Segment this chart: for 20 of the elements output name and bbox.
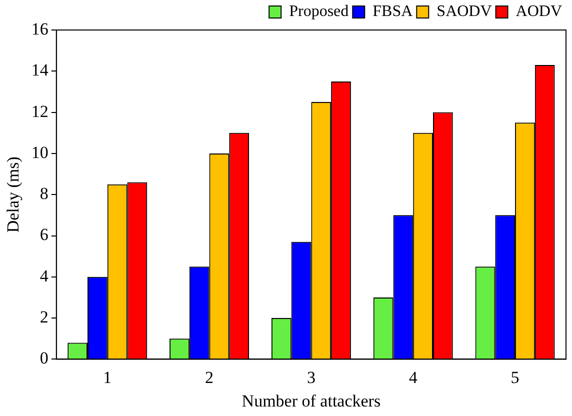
legend-label: AODV [516,3,562,20]
y-tick-label: 0 [40,348,48,368]
y-tick-label: 12 [31,102,48,121]
legend-label: SAODV [436,3,492,20]
y-tick-label: 2 [40,308,48,327]
x-tick-label: 3 [306,368,316,387]
legend-label: Proposed [289,3,349,20]
y-axis-title: Delay (ms) [4,156,23,233]
x-axis-title: Number of attackers [242,391,381,410]
y-tick-label: 16 [31,19,48,38]
x-tick-label: 5 [510,368,520,387]
x-tick-label: 2 [205,368,214,387]
y-tick-label: 10 [31,142,48,162]
y-tick-label: 8 [40,184,48,204]
x-tick-label: 1 [103,368,112,387]
legend-label: FBSA [372,3,414,20]
x-tick-label: 4 [408,368,418,387]
y-tick-label: 6 [40,225,48,244]
y-tick-label: 14 [31,60,49,80]
y-tick-label: 4 [40,266,49,286]
